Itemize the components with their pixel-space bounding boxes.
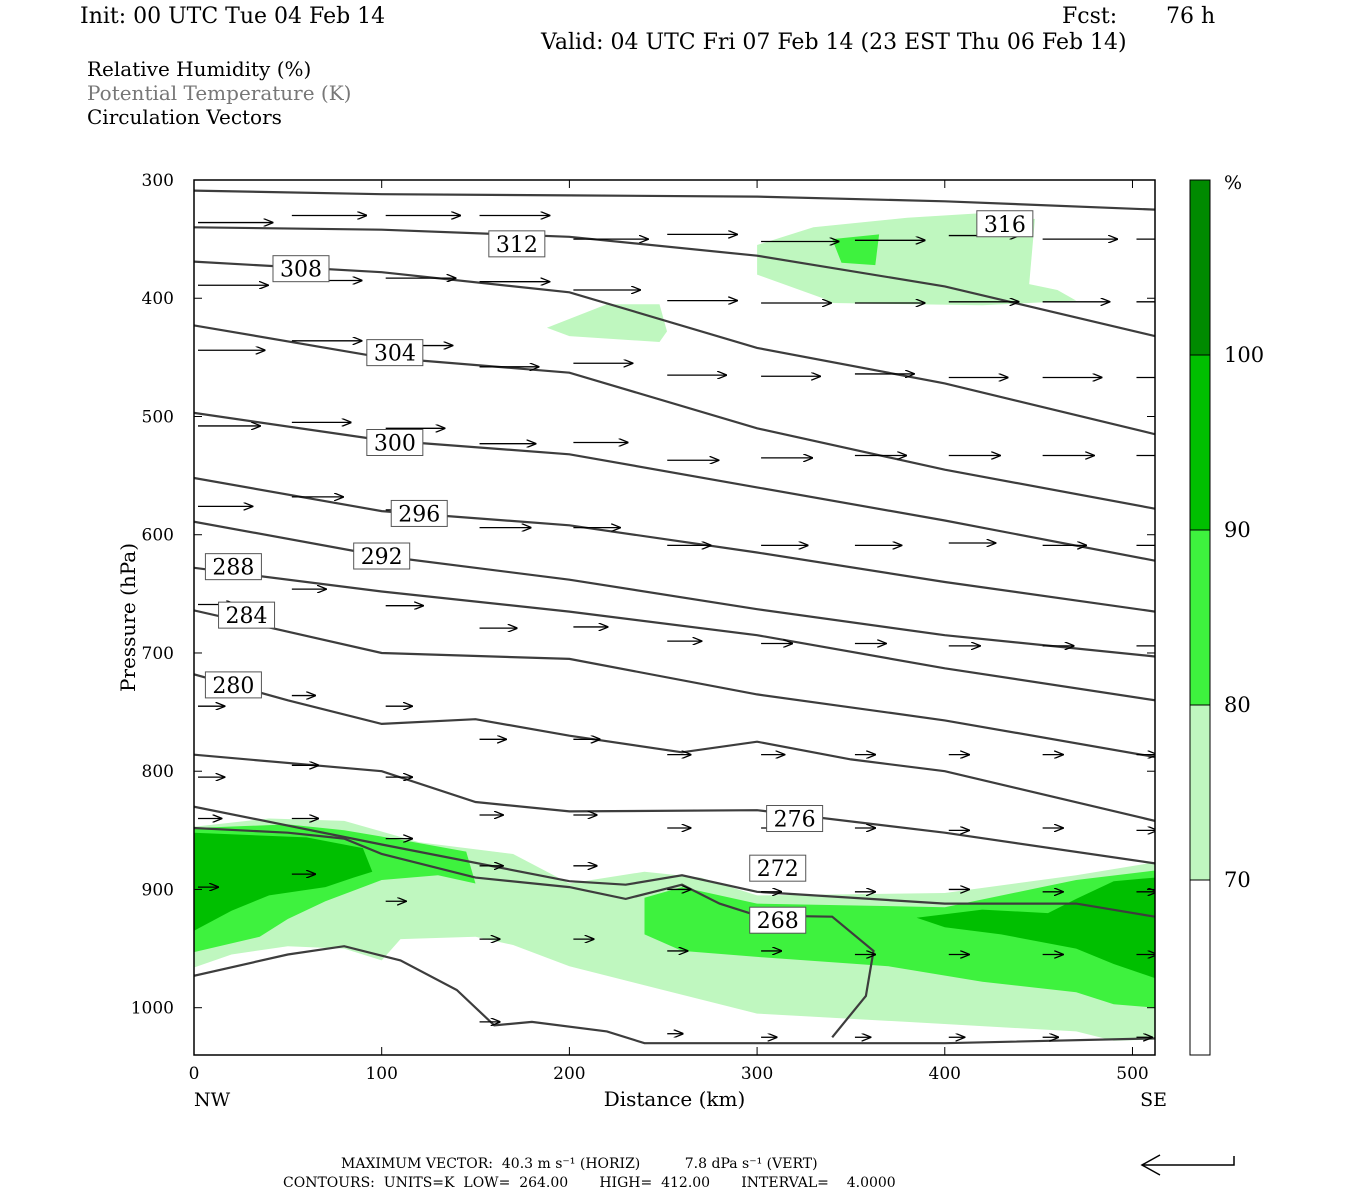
forecast-hour: 76 h: [1166, 4, 1216, 29]
theta-contour-300: [194, 411, 1155, 562]
y-tick-label: 800: [142, 762, 174, 782]
rh-region-80-4: [644, 870, 1155, 1008]
rh-region-80-5: [832, 234, 880, 266]
reference-vector-head: [1140, 1154, 1161, 1176]
forecast-label: Fcst:: [1062, 4, 1118, 29]
theta-label-box-268: [749, 906, 807, 934]
theta-label-308: 308: [280, 258, 322, 283]
theta-label-box-316: [976, 210, 1034, 238]
theta-label-292: 292: [361, 545, 403, 570]
colorbar-label-80: 80: [1224, 693, 1251, 717]
field-vector-title: Circulation Vectors: [87, 105, 282, 129]
x-tick-label: 500: [1116, 1064, 1148, 1084]
theta-label-280: 280: [212, 674, 254, 699]
theta-label-box-300: [366, 429, 424, 456]
plot-area: [194, 189, 1155, 1045]
field-theta-title: Potential Temperature (K): [87, 81, 352, 105]
theta-label-box-288: [204, 553, 262, 581]
rh-region-90-6: [194, 832, 373, 931]
y-tick-label: 400: [142, 289, 174, 309]
colorbar-band-1: [1190, 355, 1210, 530]
theta-contour-312: [194, 226, 1155, 338]
colorbar-label-100: 100: [1224, 343, 1264, 367]
theta-label-296: 296: [398, 502, 440, 527]
colorbar-frame: [1189, 179, 1211, 1056]
valid-time-label: Valid: 04 UTC Fri 07 Feb 14 (23 EST Thu …: [541, 30, 1127, 55]
plot-frame: [193, 179, 1156, 1056]
theta-label-300: 300: [374, 432, 416, 457]
y-tick-label: 300: [142, 171, 174, 191]
colorbar-band-3: [1190, 705, 1210, 880]
theta-contour-304: [194, 324, 1155, 510]
colorbar-label-70: 70: [1224, 868, 1251, 892]
colorbar-band-4: [1190, 880, 1210, 1055]
y-axis-label: Pressure (hPa): [116, 543, 140, 692]
contours-footer: CONTOURS: UNITS=K LOW= 264.00 HIGH= 412.…: [283, 1175, 896, 1191]
theta-label-276: 276: [774, 808, 816, 833]
theta-label-304: 304: [374, 342, 416, 367]
theta-contour-308: [194, 260, 1155, 436]
colorbar-band-2: [1190, 530, 1210, 705]
theta-label-box-280: [204, 671, 262, 699]
theta-contour-288: [194, 566, 1155, 702]
theta-contour-276: [194, 753, 1155, 865]
y-tick-label: 1000: [131, 999, 174, 1019]
theta-label-box-272: [749, 854, 807, 882]
theta-label-box-304: [366, 339, 424, 367]
theta-label-288: 288: [212, 556, 254, 581]
colorbar-band-0: [1190, 180, 1210, 355]
y-tick-label: 700: [142, 644, 174, 664]
theta-label-box-308: [272, 255, 330, 283]
max-vector-footer: MAXIMUM VECTOR: 40.3 m s⁻¹ (HORIZ) 7.8 d…: [341, 1156, 818, 1172]
x-axis-label: Distance (km): [604, 1087, 746, 1111]
x-tick-label: 400: [929, 1064, 961, 1084]
x-end-label-left: NW: [194, 1089, 231, 1111]
theta-label-box-276: [766, 805, 824, 833]
theta-label-284: 284: [226, 604, 268, 629]
y-tick-label: 600: [142, 526, 174, 546]
theta-label-box-284: [218, 601, 276, 629]
theta-contour-316: [194, 189, 1155, 211]
rh-region-70-1: [546, 304, 667, 342]
theta-label-268: 268: [757, 909, 799, 934]
colorbar-unit: %: [1224, 172, 1242, 194]
theta-label-box-292: [353, 542, 411, 570]
theta-contour-292: [194, 520, 1155, 658]
theta-contour-272: [194, 805, 1155, 918]
init-time-label: Init: 00 UTC Tue 04 Feb 14: [80, 4, 386, 29]
x-tick-label: 200: [553, 1064, 585, 1084]
reference-vector: [1142, 1156, 1235, 1166]
y-tick-label: 900: [142, 880, 174, 900]
theta-label-312: 312: [496, 233, 538, 258]
theta-contour-268: [194, 826, 875, 1038]
field-rh-title: Relative Humidity (%): [87, 57, 312, 81]
theta-contour-surface-13: [194, 945, 1155, 1045]
theta-label-272: 272: [757, 857, 799, 882]
rh-region-90-7: [916, 877, 1155, 979]
theta-contour-296: [194, 476, 1155, 613]
colorbar-label-90: 90: [1224, 518, 1251, 542]
x-end-label-right: SE: [1140, 1089, 1167, 1111]
x-tick-label: 100: [365, 1064, 397, 1084]
theta-contour-284: [194, 609, 1155, 759]
theta-label-box-296: [390, 499, 448, 527]
y-tick-label: 500: [142, 407, 174, 427]
x-tick-label: 0: [189, 1064, 200, 1084]
x-tick-label: 300: [741, 1064, 773, 1084]
theta-label-316: 316: [984, 213, 1026, 238]
theta-label-box-312: [488, 230, 546, 258]
theta-contour-280: [194, 673, 1155, 822]
